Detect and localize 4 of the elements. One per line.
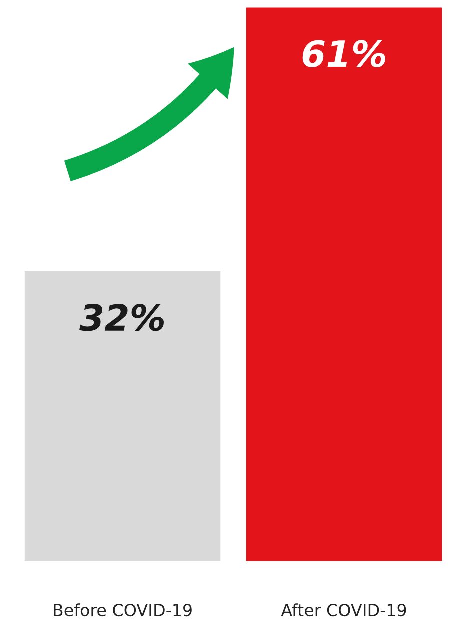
x-tick-label: After COVID-19 [281,604,406,617]
x-tick-label: Before COVID-19 [54,604,192,617]
data-label: 61% [302,40,386,68]
data-label: 32% [80,304,164,332]
